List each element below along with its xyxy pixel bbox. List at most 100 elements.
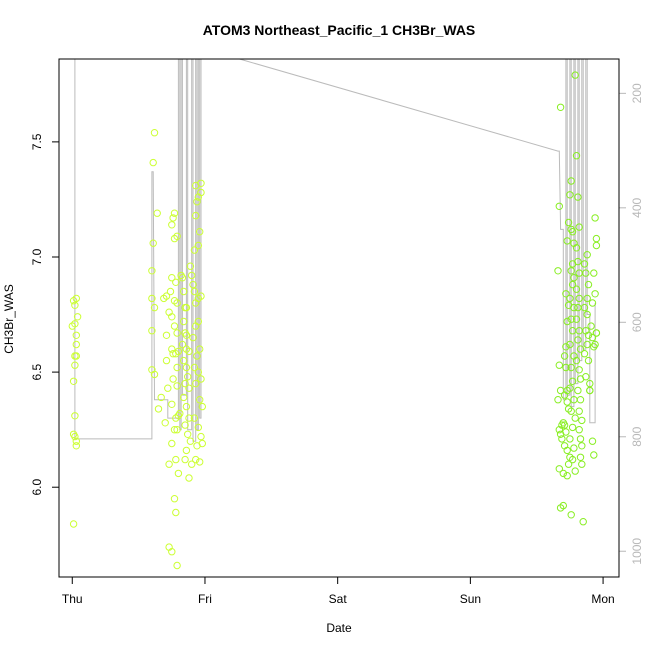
data-point (571, 467, 579, 475)
x-tick-label: Fri (198, 592, 212, 606)
data-point (180, 393, 188, 402)
data-point (173, 561, 181, 570)
data-point (570, 444, 578, 452)
data-point (71, 301, 79, 309)
data-point (560, 352, 569, 360)
data-point (168, 548, 176, 556)
data-point (562, 343, 570, 351)
data-point (168, 274, 176, 282)
data-point (580, 350, 589, 358)
data-point (567, 267, 575, 275)
data-point (571, 414, 579, 422)
data-point (584, 280, 593, 289)
data-point (555, 361, 563, 369)
data-point (583, 294, 591, 303)
data-point (182, 402, 191, 411)
data-point (575, 223, 583, 231)
data-point (182, 331, 191, 339)
data-point (192, 379, 200, 388)
data-point (562, 290, 570, 298)
data-point (174, 469, 183, 478)
data-point (578, 442, 586, 450)
data-point (568, 280, 577, 289)
data-point (566, 340, 574, 349)
data-point (173, 329, 181, 337)
data-point (176, 409, 184, 418)
data-point (567, 511, 575, 519)
data-point (582, 269, 590, 277)
data-point (198, 402, 207, 411)
data-point (71, 432, 79, 441)
data-point (579, 518, 587, 526)
plot-area (68, 59, 601, 570)
data-point (564, 460, 573, 468)
data-point (575, 294, 583, 303)
data-point (563, 317, 571, 326)
data-point (575, 407, 583, 415)
data-point (173, 363, 181, 372)
data-point (180, 317, 188, 326)
data-point (180, 287, 188, 296)
data-point (576, 453, 585, 461)
data-point (575, 426, 583, 434)
data-point (560, 391, 569, 399)
data-point (583, 310, 591, 319)
data-point (182, 303, 191, 312)
data-point (582, 373, 590, 381)
data-point (168, 439, 176, 448)
data-point (160, 294, 168, 303)
data-point (564, 405, 573, 413)
data-point (194, 423, 203, 432)
data-point (592, 234, 601, 243)
data-point (586, 386, 594, 395)
data-point (567, 315, 575, 323)
data-point (178, 340, 187, 349)
data-point (170, 426, 179, 434)
data-point (150, 370, 159, 379)
data-point (586, 379, 594, 388)
data-point (148, 294, 156, 303)
data-point (72, 442, 81, 450)
data-point (588, 437, 597, 445)
data-point (559, 469, 567, 478)
axes: Thu Fri Sat Sun Mon 6.0 6.5 7.0 7.5 200 400 600 800 1… (30, 83, 644, 606)
data-point (592, 241, 601, 250)
data-point (583, 340, 591, 349)
data-point (193, 352, 201, 360)
data-point (168, 221, 176, 229)
data-point (583, 251, 591, 259)
y2-tick-label: 800 (630, 426, 644, 446)
data-point (189, 280, 197, 289)
data-point (556, 103, 565, 112)
data-point (173, 299, 181, 307)
y-tick-label: 7.5 (30, 133, 44, 150)
data-point (572, 356, 581, 365)
data-point (576, 345, 585, 353)
data-point (584, 331, 593, 339)
x-tick-label: Sun (460, 592, 481, 606)
y-tick-label: 6.5 (30, 363, 44, 380)
chart-title: ATOM3 Northeast_Pacific_1 CH3Br_WAS (203, 22, 476, 38)
data-point (198, 439, 207, 448)
data-point (189, 333, 197, 342)
y-tick-label: 7.0 (30, 248, 44, 265)
data-point (69, 377, 78, 385)
data-point (566, 294, 574, 303)
data-point (72, 331, 81, 339)
data-point (180, 356, 188, 365)
data-point (173, 382, 181, 390)
y2-tick-label: 200 (630, 83, 644, 103)
data-point (166, 287, 175, 296)
data-point (161, 419, 169, 427)
data-point (567, 225, 575, 234)
data-point (567, 363, 575, 372)
data-point (153, 209, 161, 217)
data-point (172, 414, 180, 422)
data-point (563, 398, 571, 406)
plot-frame (58, 58, 620, 578)
data-point (563, 472, 571, 480)
data-point (571, 71, 579, 79)
data-point (150, 129, 159, 137)
data-point (574, 336, 582, 344)
data-point (72, 340, 81, 349)
